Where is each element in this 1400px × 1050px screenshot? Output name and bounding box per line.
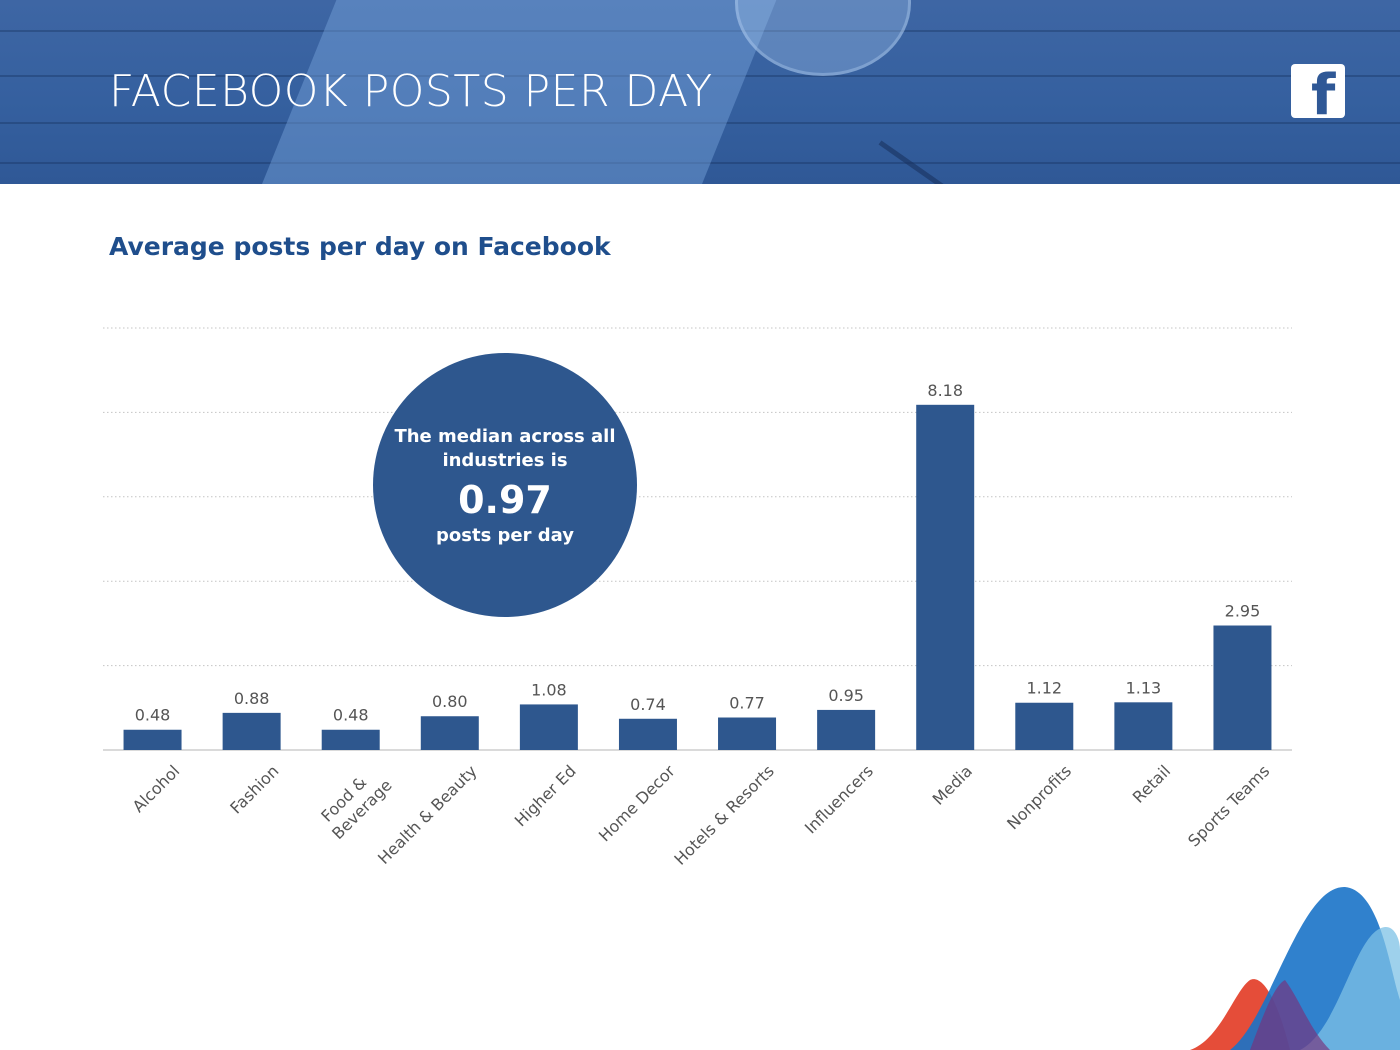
wood-plank-line xyxy=(0,75,1400,77)
data-label: 1.08 xyxy=(531,680,567,699)
data-label: 0.48 xyxy=(135,706,171,725)
data-label: 0.95 xyxy=(828,686,864,705)
facebook-logo-letter: f xyxy=(1311,64,1336,119)
data-label: 2.95 xyxy=(1225,602,1261,621)
bar-hotels-resorts xyxy=(718,717,777,750)
bar-home-decor xyxy=(618,718,677,750)
wood-plank-line xyxy=(0,162,1400,164)
chart-title: Average posts per day on Facebook xyxy=(109,232,611,261)
bar-media xyxy=(916,404,975,750)
x-tick-label-line: Sports Teams xyxy=(1184,761,1273,850)
x-tick-label-line: Influencers xyxy=(801,761,877,837)
wood-plank-line xyxy=(0,122,1400,124)
grid-layer xyxy=(103,327,1292,667)
x-tick-label: Nonprofits xyxy=(1003,761,1075,833)
x-tick-label: Health & Beauty xyxy=(374,761,481,868)
x-tick-label-line: Retail xyxy=(1129,761,1174,806)
page-title: FACEBOOK POSTS PER DAY xyxy=(109,66,713,117)
data-label: 8.18 xyxy=(927,381,963,400)
x-tick-label: Fashion xyxy=(226,761,282,817)
bar-alcohol xyxy=(123,729,182,750)
data-label: 0.77 xyxy=(729,694,765,713)
bar-fashion xyxy=(222,712,281,750)
x-tick-label: Alcohol xyxy=(129,761,184,816)
label-layer: 0.48 0.88 0.48 0.80 1.08 0.74 0.77 0.95 8.18 1.12… xyxy=(135,381,1261,725)
x-tick-label-line: Hotels & Resorts xyxy=(670,761,777,868)
data-label: 0.48 xyxy=(333,706,369,725)
header-banner: FACEBOOK POSTS PER DAY f xyxy=(0,0,1400,184)
x-tick-label-line: Home Decor xyxy=(595,761,679,845)
x-tick-label: Influencers xyxy=(801,761,877,837)
x-tick-label: Food &Beverage xyxy=(314,761,396,843)
bar-nonprofits xyxy=(1015,702,1074,750)
x-tick-label-line: Fashion xyxy=(226,761,282,817)
bar-layer xyxy=(123,404,1272,750)
x-tick-label: Higher Ed xyxy=(511,761,580,830)
x-tick-label-line: Higher Ed xyxy=(511,761,580,830)
x-tick-label-line: Alcohol xyxy=(129,761,184,816)
bar-sports-teams xyxy=(1213,625,1272,750)
x-tick-label: Retail xyxy=(1129,761,1174,806)
bar-influencers xyxy=(817,709,876,750)
facebook-logo-icon: f xyxy=(1291,64,1345,118)
x-tick-label-line: Media xyxy=(929,761,976,808)
callout-unit: posts per day xyxy=(436,525,574,546)
bar-health-beauty xyxy=(420,716,479,750)
bar-retail xyxy=(1114,702,1173,750)
x-tick-label: Sports Teams xyxy=(1184,761,1273,850)
x-tick-label: Home Decor xyxy=(595,761,679,845)
data-label: 0.74 xyxy=(630,695,666,714)
purple-wave-shape xyxy=(1250,980,1330,1050)
bar-food-beverage xyxy=(321,729,380,750)
data-label: 0.88 xyxy=(234,689,270,708)
data-label: 0.80 xyxy=(432,692,468,711)
wood-plank-line xyxy=(0,30,1400,32)
x-tick-label: Hotels & Resorts xyxy=(670,761,777,868)
data-label: 1.12 xyxy=(1026,679,1062,698)
x-tick-label: Media xyxy=(929,761,976,808)
callout-median-value: 0.97 xyxy=(458,478,552,522)
median-callout: The median across all industries is 0.97… xyxy=(373,353,637,617)
x-tick-label-line: Health & Beauty xyxy=(374,761,481,868)
x-tick-label-line: Nonprofits xyxy=(1003,761,1075,833)
decorative-waves xyxy=(1190,886,1400,1050)
bar-higher-ed xyxy=(519,704,578,750)
light-blue-wave-shape xyxy=(1300,926,1400,1050)
data-label: 1.13 xyxy=(1126,678,1162,697)
callout-text: The median across all industries is xyxy=(394,426,616,471)
